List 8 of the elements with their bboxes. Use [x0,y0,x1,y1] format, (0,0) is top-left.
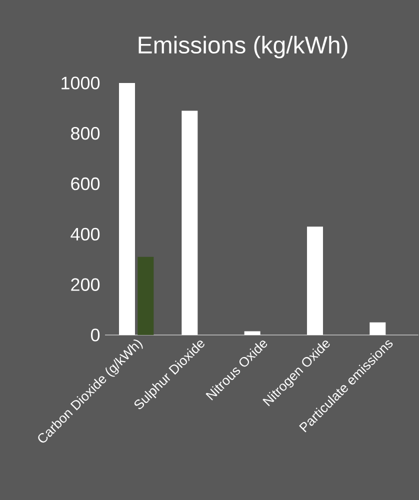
bar [138,256,154,335]
y-tick-label: 400 [70,228,100,241]
y-tick-label: 800 [71,127,100,140]
y-tick-label: 1000 [62,76,100,90]
y-tick-label: 0 [90,328,100,342]
y-tick-label: 200 [71,278,100,291]
y-tick-label: 600 [71,177,100,190]
chart-title: Emissions (kg/kWh) [138,36,348,58]
